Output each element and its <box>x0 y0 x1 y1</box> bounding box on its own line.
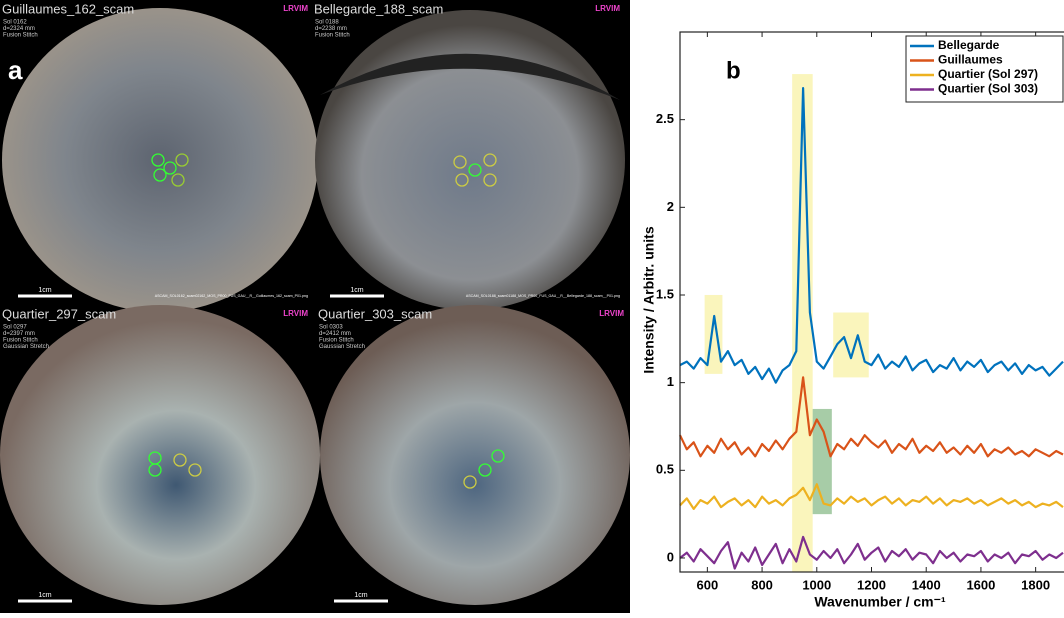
y-axis-label: Intensity / Arbitr. units <box>641 226 657 373</box>
panel-label: a <box>8 55 23 85</box>
image-info: Sol 0297 <box>3 325 27 331</box>
highlight-region <box>833 313 869 378</box>
image-title: Guillaumes_162_scam <box>2 1 134 16</box>
file-name: ASCAM_SOL0188_scam01188_MOS_PR00_FUS_GAU… <box>466 294 620 298</box>
y-tick-label: 2.5 <box>656 111 674 126</box>
y-tick-label: 0 <box>667 549 674 564</box>
image-info: d=2238 mm <box>315 26 347 32</box>
series-line <box>680 537 1063 569</box>
x-tick-label: 1000 <box>802 577 831 592</box>
series-line <box>680 484 1063 509</box>
file-name: ASCAM_SOL0162_scam02162_MOS_PR00_FUS_GAU… <box>155 294 308 298</box>
x-tick-label: 1600 <box>966 577 995 592</box>
badge: LRVIM <box>283 309 308 318</box>
x-axis-label: Wavenumber / cm⁻¹ <box>814 594 946 610</box>
image-info: Fusion Stitch <box>3 33 38 39</box>
chart: b Wavenumber / cm⁻¹ Intensity / Arbitr. … <box>641 32 1064 610</box>
x-tick-label: 600 <box>697 577 719 592</box>
image-info: Gaussian Stretch <box>3 344 49 350</box>
scale-label: 1cm <box>350 287 363 294</box>
image-info: Sol 0303 <box>319 325 343 331</box>
badge: LRVIM <box>595 4 620 13</box>
image-title: Bellegarde_188_scam <box>314 1 443 16</box>
scale-label: 1cm <box>354 592 367 599</box>
image-info: Fusion Stitch <box>315 33 350 39</box>
series-line <box>680 377 1063 456</box>
figure: a Guillaumes_162_scamSol 0162d=2324 mmFu… <box>0 0 1064 613</box>
x-tick-label: 1200 <box>857 577 886 592</box>
legend-label: Bellegarde <box>938 38 1000 52</box>
rock-image <box>2 8 318 312</box>
image-info: d=2412 mm <box>319 331 351 337</box>
y-tick-label: 0.5 <box>656 462 674 477</box>
image-info: Fusion Stitch <box>3 338 38 344</box>
image-title: Quartier_303_scam <box>318 306 432 321</box>
plot-frame <box>680 32 1064 572</box>
rock-image <box>320 305 630 605</box>
image-title: Quartier_297_scam <box>2 306 116 321</box>
badge: LRVIM <box>283 4 308 13</box>
image-info: Fusion Stitch <box>319 338 354 344</box>
image-info: d=2324 mm <box>3 26 35 32</box>
image-info: d=2397 mm <box>3 331 35 337</box>
y-tick-label: 2 <box>667 199 674 214</box>
x-tick-label: 1800 <box>1021 577 1050 592</box>
scale-label: 1cm <box>38 592 51 599</box>
badge: LRVIM <box>599 309 624 318</box>
y-tick-label: 1 <box>667 374 674 389</box>
image-info: Sol 0188 <box>315 20 339 26</box>
series-line <box>680 88 1063 383</box>
y-tick-label: 1.5 <box>656 286 674 301</box>
legend-label: Quartier (Sol 303) <box>938 82 1038 96</box>
panel-label: b <box>726 57 741 84</box>
x-tick-label: 1400 <box>912 577 941 592</box>
image-info: Gaussian Stretch <box>319 344 365 350</box>
scale-label: 1cm <box>38 287 51 294</box>
x-tick-label: 800 <box>751 577 773 592</box>
image-info: Sol 0162 <box>3 20 27 26</box>
legend-label: Guillaumes <box>938 53 1003 67</box>
legend-label: Quartier (Sol 297) <box>938 67 1038 81</box>
